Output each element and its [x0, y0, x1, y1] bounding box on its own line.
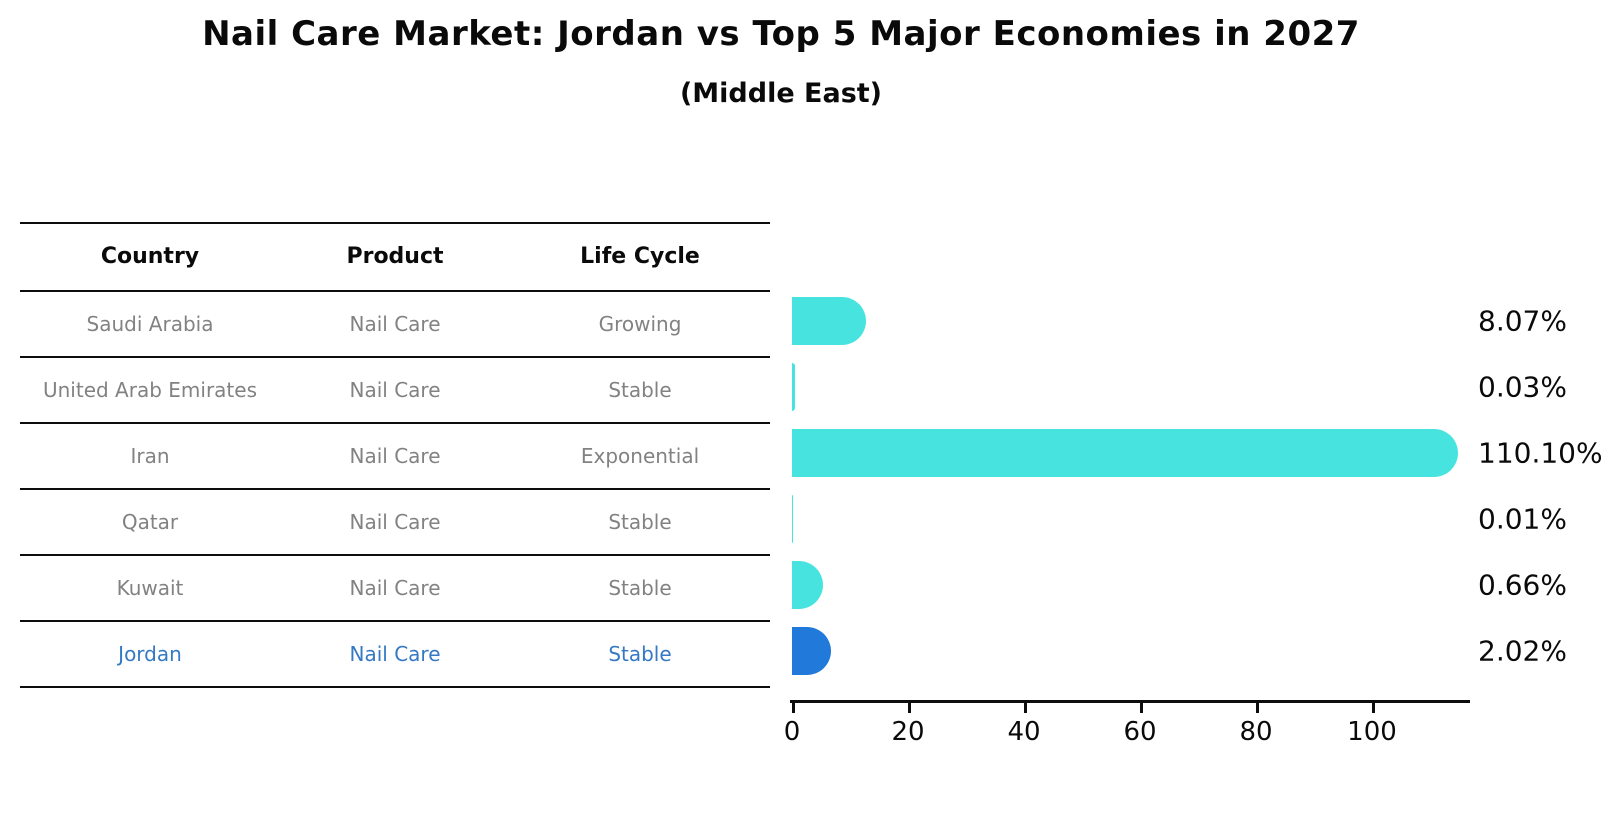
bar-value-label: 0.03%: [1478, 370, 1567, 404]
table-cell-life-cycle: Stable: [608, 576, 672, 600]
table-cell-country: Saudi Arabia: [86, 312, 214, 336]
table-cell-product: Nail Care: [349, 510, 441, 534]
table-header-row: Country Product Life Cycle: [20, 224, 770, 292]
bar-row: 0.01%: [792, 486, 1612, 552]
bar-qatar: [792, 495, 793, 543]
bar-jordan: [792, 627, 831, 675]
table-cell-country: Qatar: [121, 510, 179, 534]
bar-row: 8.07%: [792, 288, 1612, 354]
x-axis-tick-label: 40: [1007, 717, 1041, 747]
x-axis-tick: [908, 703, 911, 713]
bar-plot-area: 8.07% 0.03% 110.10% 0.01% 0.66% 2.02%: [792, 288, 1612, 684]
bar-saudi-arabia: [792, 297, 866, 345]
chart-subtitle: (Middle East): [679, 78, 883, 109]
table-cell-product: Nail Care: [349, 444, 441, 468]
table-cell-product: Nail Care: [349, 312, 441, 336]
bar-value-label: 8.07%: [1478, 304, 1567, 338]
table-cell-life-cycle: Exponential: [580, 444, 700, 468]
table-row: Qatar Nail Care Stable: [20, 490, 770, 556]
table-cell-country: Jordan: [118, 642, 182, 666]
bar-value-label: 2.02%: [1478, 634, 1567, 668]
table-cell-country: United Arab Emirates: [42, 378, 257, 402]
x-axis-tick-label: 0: [783, 717, 801, 747]
table-cell-life-cycle: Growing: [598, 312, 682, 336]
bar-value-label: 0.01%: [1478, 502, 1567, 536]
table-cell-product: Nail Care: [349, 378, 441, 402]
bar-row: 2.02%: [792, 618, 1612, 684]
x-axis-tick-label: 100: [1347, 717, 1397, 747]
x-axis-tick: [792, 703, 795, 713]
table-cell-product: Nail Care: [349, 642, 441, 666]
table-cell-life-cycle: Stable: [608, 510, 672, 534]
x-axis-tick: [1256, 703, 1259, 713]
bar-iran: [792, 429, 1458, 477]
bar-value-label: 0.66%: [1478, 568, 1567, 602]
x-axis-tick: [1372, 703, 1375, 713]
bar-row: 0.66%: [792, 552, 1612, 618]
x-axis-tick-label: 80: [1239, 717, 1273, 747]
bar-united-arab-emirates: [792, 363, 795, 411]
bar-value-label: 110.10%: [1478, 436, 1603, 470]
table-header-life-cycle: Life Cycle: [580, 243, 700, 269]
x-axis-tick-label: 60: [1123, 717, 1157, 747]
table-header-country: Country: [100, 243, 200, 269]
x-axis: 0 20 40 60 80 100: [784, 700, 1470, 753]
table-row: Kuwait Nail Care Stable: [20, 556, 770, 622]
bar-row: 0.03%: [792, 354, 1612, 420]
bar-kuwait: [792, 561, 823, 609]
chart-title: Nail Care Market: Jordan vs Top 5 Major …: [202, 14, 1360, 54]
table-row: Saudi Arabia Nail Care Growing: [20, 292, 770, 358]
table-cell-product: Nail Care: [349, 576, 441, 600]
table-row: Iran Nail Care Exponential: [20, 424, 770, 490]
bar-row: 110.10%: [792, 420, 1612, 486]
x-axis-tick-label: 20: [891, 717, 925, 747]
table-row: United Arab Emirates Nail Care Stable: [20, 358, 770, 424]
x-axis-tick: [1140, 703, 1143, 713]
table-cell-life-cycle: Stable: [608, 378, 672, 402]
table-row: Jordan Nail Care Stable: [20, 622, 770, 688]
table-cell-life-cycle: Stable: [608, 642, 672, 666]
table-header-product: Product: [346, 243, 444, 269]
country-table: Country Product Life Cycle Saudi Arabia N…: [20, 222, 770, 688]
table-cell-country: Kuwait: [116, 576, 184, 600]
x-axis-tick: [1024, 703, 1027, 713]
table-cell-country: Iran: [130, 444, 170, 468]
